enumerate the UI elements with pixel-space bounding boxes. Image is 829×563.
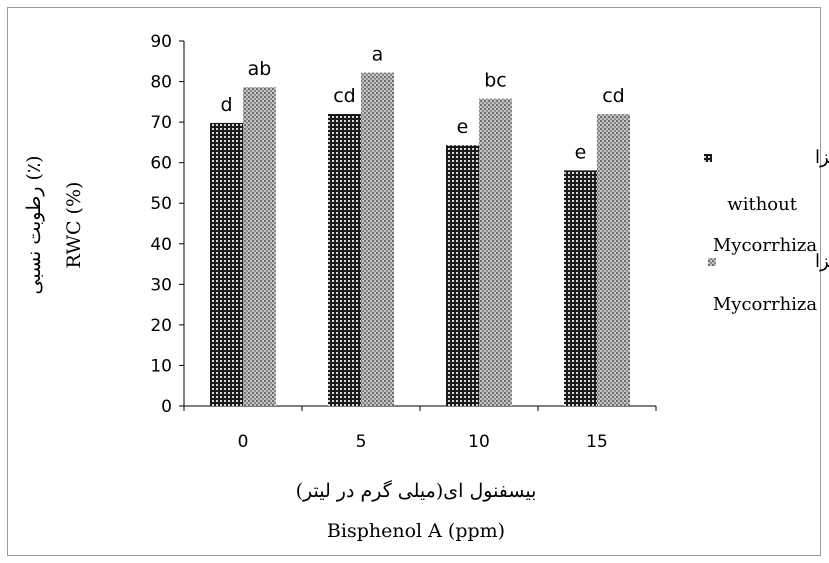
y-axis-title-fa: رطوبت نسبی (٪): [23, 156, 45, 295]
y-tick-label: 60: [150, 154, 172, 174]
legend-swatch-without: [704, 154, 712, 162]
significance-letter: a: [372, 44, 384, 66]
y-tick-label: 70: [150, 113, 172, 133]
x-axis-title-en: Bisphenol A (ppm): [327, 520, 505, 542]
bar-with-mycorrhiza: [361, 72, 394, 406]
x-axis-title: بیسفنول ای(میلی گرم در لیتر) Bisphenol A…: [296, 479, 537, 542]
y-tick-label: 80: [150, 73, 172, 93]
legend-label-without-en-line1: without: [727, 194, 797, 215]
bar-with-mycorrhiza: [243, 87, 276, 406]
x-tick-label: 10: [468, 432, 490, 452]
bar-with-mycorrhiza: [597, 114, 630, 406]
y-tick-label: 50: [150, 194, 172, 214]
y-axis-title-en: RWC (%): [63, 182, 85, 269]
significance-letter: ab: [248, 58, 272, 80]
bar-without-mycorrhiza: [446, 145, 479, 406]
legend-label-without-fa: بدون مایکوریزا: [815, 147, 829, 168]
significance-letter: bc: [484, 70, 507, 92]
legend-label-without-en-line2: Mycorrhiza: [713, 235, 818, 256]
y-tick-label: 0: [161, 397, 172, 417]
x-tick-label: 5: [356, 432, 367, 452]
y-tick-label: 30: [150, 275, 172, 295]
y-tick-label: 10: [150, 356, 172, 376]
legend-label-without-en: without Mycorrhiza: [713, 194, 818, 256]
significance-letter: cd: [333, 85, 356, 107]
legend-label-with-fa: با مایکوریزا: [815, 251, 829, 272]
chart-frame: [7, 7, 821, 556]
y-tick-label: 90: [150, 32, 172, 52]
legend-label-with-en: Mycorrhiza: [713, 294, 818, 315]
x-tick-label: 0: [238, 432, 249, 452]
bar-without-mycorrhiza: [564, 170, 597, 406]
significance-letter: cd: [602, 85, 625, 107]
y-tick-label: 20: [150, 316, 172, 336]
y-axis-title: رطوبت نسبی (٪) RWC (%): [23, 156, 85, 295]
y-tick-label: 40: [150, 235, 172, 255]
legend: بدون مایکوریزا without Mycorrhiza با مای…: [704, 147, 829, 315]
x-axis-title-fa: بیسفنول ای(میلی گرم در لیتر): [296, 479, 537, 502]
legend-swatch-with: [708, 258, 716, 266]
bar-without-mycorrhiza: [328, 114, 361, 406]
significance-letter: e: [575, 141, 587, 163]
bar-without-mycorrhiza: [210, 122, 243, 406]
x-tick-label: 15: [586, 432, 608, 452]
bar-with-mycorrhiza: [479, 98, 512, 406]
significance-letter: d: [220, 94, 232, 116]
significance-letter: e: [457, 116, 469, 138]
